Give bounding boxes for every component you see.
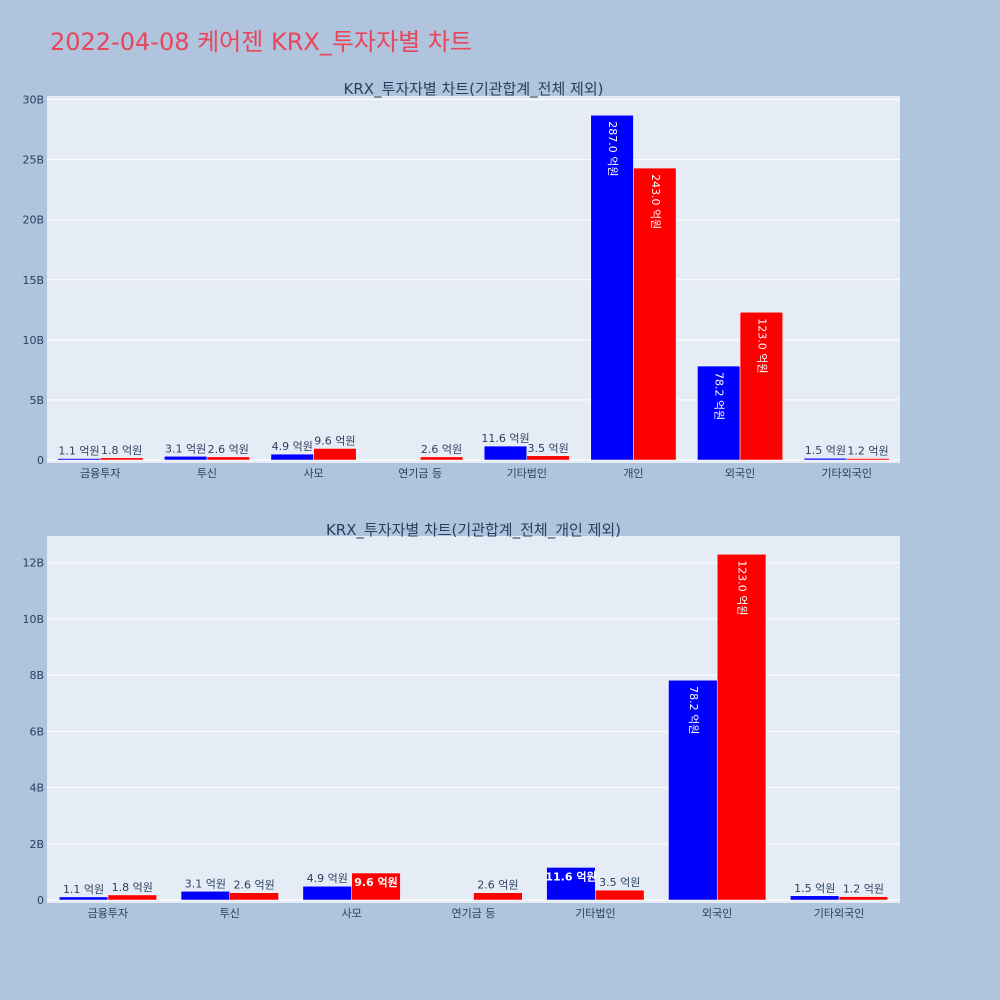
y-tick-label: 0: [37, 894, 44, 907]
data-label: 11.6 억원: [481, 432, 529, 445]
data-label: 1.5 억원: [794, 882, 835, 895]
bar: [419, 456, 464, 461]
plot-area: [47, 536, 900, 903]
y-tick-label: 10B: [22, 334, 44, 347]
bar: [351, 872, 401, 901]
bar: [473, 892, 523, 901]
data-label: 78.2 억원: [713, 372, 726, 420]
x-tick-label: 연기금 등: [398, 467, 442, 480]
data-label: 3.1 억원: [165, 442, 206, 455]
y-tick-label: 6B: [29, 725, 44, 738]
x-tick-label: 외국인: [725, 467, 755, 480]
data-label: 3.1 억원: [185, 877, 226, 890]
data-label: 11.6 억원: [545, 869, 596, 883]
data-label: 78.2 억원: [687, 686, 700, 734]
bar: [697, 365, 741, 461]
bar: [58, 896, 109, 901]
x-tick-label: 사모: [342, 907, 362, 920]
bar: [838, 896, 889, 901]
y-tick-label: 4B: [29, 782, 44, 795]
data-label: 3.5 억원: [528, 442, 569, 455]
x-tick-label: 연기금 등: [452, 907, 496, 920]
bar: [846, 458, 890, 461]
bar: [590, 114, 634, 461]
bar: [107, 894, 157, 901]
data-label: 2.6 억원: [208, 443, 249, 456]
x-tick-label: 금융투자: [88, 907, 128, 920]
y-tick-label: 5B: [29, 394, 44, 407]
x-tick-label: 기타법인: [507, 467, 547, 480]
bar: [270, 453, 314, 461]
bar: [206, 456, 250, 461]
bar: [546, 867, 596, 901]
data-label: 287.0 억원: [606, 121, 619, 176]
data-label: 123.0 억원: [755, 318, 768, 373]
data-label: 1.5 억원: [805, 444, 846, 457]
x-tick-label: 기타법인: [575, 907, 615, 920]
bar: [302, 885, 352, 901]
x-tick-label: 외국인: [702, 907, 732, 920]
x-tick-label: 개인: [623, 467, 643, 480]
chart-title: KRX_투자자별 차트(기관합계_전체_개인 제외): [326, 521, 621, 540]
bar: [716, 554, 767, 901]
data-label: 243.0 억원: [649, 174, 662, 229]
chart-2: 0 2B 4B 6B 8B 10B 12B KRX_투자자별 차트(기관합계_전체_개인 제외…: [22, 521, 900, 920]
bar: [526, 455, 570, 461]
data-label: 1.1 억원: [63, 883, 104, 896]
data-label: 123.0 억원: [736, 560, 749, 615]
y-tick-label: 25B: [22, 154, 44, 167]
bar: [57, 458, 101, 461]
bar: [803, 457, 847, 461]
data-label: 1.8 억원: [101, 444, 142, 457]
x-tick-label: 기타외국인: [814, 907, 865, 920]
y-tick-label: 0: [37, 454, 44, 467]
bar: [668, 679, 718, 901]
bar: [595, 889, 645, 901]
x-tick-label: 투신: [197, 467, 217, 480]
data-label: 1.2 억원: [847, 445, 888, 458]
bar: [100, 457, 144, 461]
y-tick-label: 8B: [29, 669, 44, 682]
data-label: 9.6 억원: [314, 434, 355, 447]
bar: [180, 891, 231, 901]
y-tick-label: 15B: [22, 274, 44, 287]
y-tick-label: 12B: [22, 557, 44, 570]
data-label: 1.1 억원: [58, 445, 99, 458]
data-label: 1.8 억원: [112, 881, 153, 894]
data-label: 3.5 억원: [599, 876, 640, 889]
y-tick-label: 30B: [22, 94, 44, 107]
bar: [790, 895, 840, 901]
y-tick-label: 2B: [29, 838, 44, 851]
data-label: 4.9 억원: [272, 440, 313, 453]
data-label: 2.6 억원: [234, 879, 275, 892]
bar: [483, 445, 528, 461]
bar: [229, 892, 279, 901]
bar: [313, 448, 357, 461]
data-label: 4.9 억원: [307, 872, 348, 885]
bar: [739, 311, 783, 461]
page-title: 2022-04-08 케어젠 KRX_투자자별 차트: [50, 28, 472, 56]
bar: [633, 167, 677, 461]
x-tick-label: 기타외국인: [821, 467, 872, 480]
data-label: 2.6 억원: [421, 443, 462, 456]
x-tick-label: 금융투자: [80, 467, 120, 480]
y-tick-label: 20B: [22, 214, 44, 227]
bar: [164, 456, 208, 461]
data-label: 2.6 억원: [477, 879, 518, 892]
data-label: 1.2 억원: [843, 883, 884, 896]
x-tick-label: 투신: [220, 907, 240, 920]
data-label: 9.6 억원: [354, 875, 398, 889]
chart-1: 0 5B 10B 15B 20B 25B 30B KRX_투자자별 차트(기관합계_전체 제외…: [22, 80, 900, 480]
y-tick-label: 10B: [22, 613, 44, 626]
x-tick-label: 사모: [303, 467, 323, 480]
chart-title: KRX_투자자별 차트(기관합계_전체 제외): [344, 80, 604, 99]
